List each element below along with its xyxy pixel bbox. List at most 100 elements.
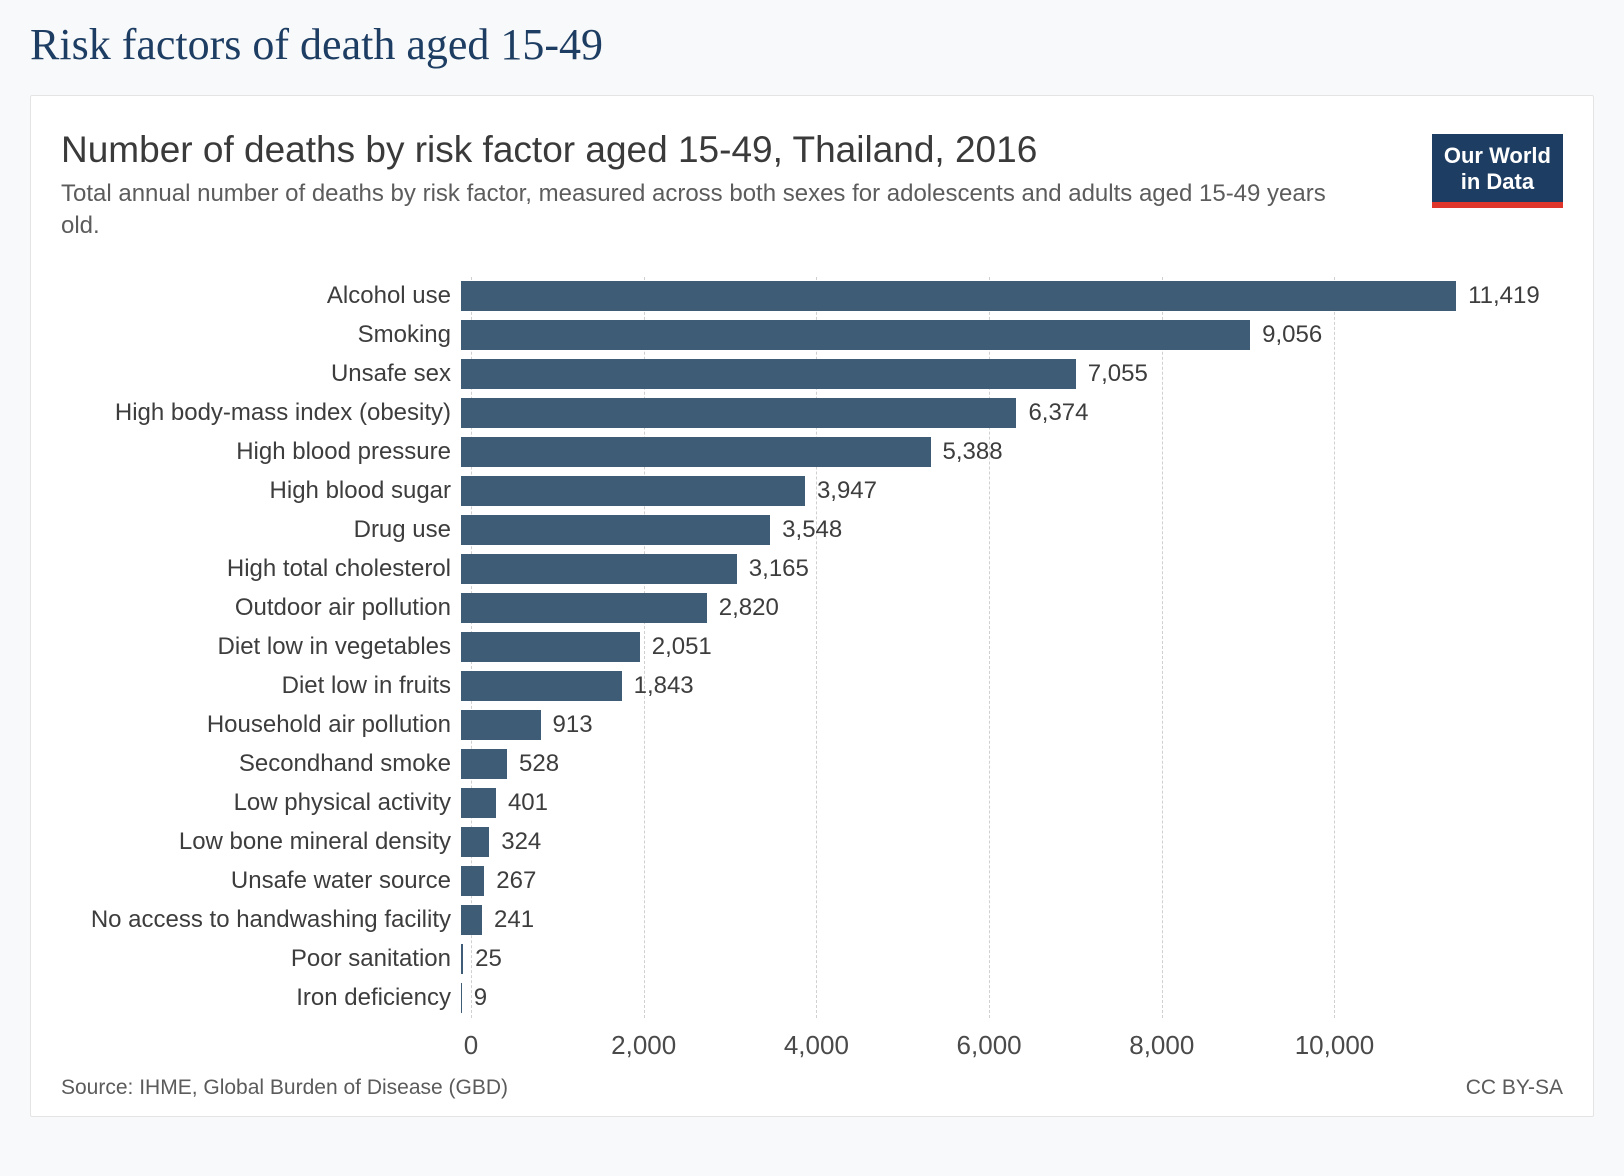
category-label: Low physical activity — [233, 789, 451, 817]
bar-track: 241 — [461, 905, 1559, 936]
bar-row: Secondhand smoke 528 — [61, 745, 1563, 784]
category-label: Smoking — [357, 321, 451, 349]
bar-row: Diet low in fruits 1,843 — [61, 667, 1563, 706]
category-label: High blood sugar — [269, 477, 451, 505]
bar-row: Outdoor air pollution 2,820 — [61, 589, 1563, 628]
value-label: 3,548 — [782, 516, 843, 544]
bar-row: Alcohol use 11,419 — [61, 277, 1563, 316]
bar — [461, 788, 496, 819]
bar — [461, 593, 707, 624]
axis-tick-label: 6,000 — [956, 1029, 1022, 1060]
gridline — [816, 276, 818, 1018]
owid-logo-line1: Our World — [1443, 142, 1551, 168]
category-label: Drug use — [353, 516, 451, 544]
bar — [461, 320, 1251, 351]
gridline — [1334, 276, 1336, 1018]
value-label: 5,388 — [942, 438, 1003, 466]
value-label: 528 — [519, 750, 560, 778]
category-label: Poor sanitation — [290, 945, 451, 973]
bar — [461, 983, 462, 1014]
bar — [461, 554, 737, 585]
bar-row: Drug use 3,548 — [61, 511, 1563, 550]
owid-logo: Our World in Data — [1431, 133, 1563, 208]
bar — [461, 515, 771, 546]
bar-row: Iron deficiency 9 — [61, 979, 1563, 1018]
bar-track: 3,165 — [461, 554, 1559, 585]
bar — [461, 281, 1457, 312]
bar — [461, 437, 931, 468]
category-label: Secondhand smoke — [238, 750, 451, 778]
page-title: Risk factors of death aged 15-49 — [30, 20, 604, 69]
category-label: Alcohol use — [326, 282, 451, 310]
bar-row: Unsafe sex 7,055 — [61, 355, 1563, 394]
value-label: 267 — [496, 867, 537, 895]
category-label: Diet low in vegetables — [217, 633, 451, 661]
bar-track: 2,051 — [461, 632, 1559, 663]
bar-track: 6,374 — [461, 398, 1559, 429]
bar-track: 7,055 — [461, 359, 1559, 390]
value-label: 2,820 — [718, 594, 779, 622]
bar — [461, 632, 640, 663]
bar-track: 9 — [461, 983, 1559, 1014]
chart-card: Number of deaths by risk factor aged 15-… — [30, 94, 1594, 1117]
value-label: 401 — [507, 789, 548, 817]
category-label: No access to handwashing facility — [90, 906, 451, 934]
owid-logo-line2: in Data — [1460, 168, 1535, 194]
bar-track: 1,843 — [461, 671, 1559, 702]
bar-track: 9,056 — [461, 320, 1559, 351]
bar — [461, 476, 805, 507]
bar — [461, 671, 622, 702]
category-label: Low bone mineral density — [178, 828, 451, 856]
value-label: 241 — [494, 906, 535, 934]
value-label: 7,055 — [1087, 360, 1148, 388]
bar-track: 3,548 — [461, 515, 1559, 546]
bar-row: Unsafe water source 267 — [61, 862, 1563, 901]
axis-tick-label: 0 — [463, 1029, 479, 1060]
bar — [461, 398, 1017, 429]
category-label: High body-mass index (obesity) — [114, 399, 451, 427]
bar-row: Low physical activity 401 — [61, 784, 1563, 823]
bar-row: Low bone mineral density 324 — [61, 823, 1563, 862]
chart-header: Number of deaths by risk factor aged 15-… — [61, 128, 1563, 243]
bar-track: 3,947 — [461, 476, 1559, 507]
bar — [461, 710, 541, 741]
bar — [461, 905, 482, 936]
value-label: 324 — [501, 828, 542, 856]
bar-row: High total cholesterol 3,165 — [61, 550, 1563, 589]
bar-track: 267 — [461, 866, 1559, 897]
category-label: Unsafe water source — [230, 867, 451, 895]
gridline — [643, 276, 645, 1018]
category-label: Iron deficiency — [296, 984, 451, 1012]
chart-titles: Number of deaths by risk factor aged 15-… — [61, 128, 1391, 243]
category-label: Diet low in fruits — [281, 672, 451, 700]
bar-track: 528 — [461, 749, 1559, 780]
license-text: CC BY-SA — [1465, 1075, 1563, 1099]
bar — [461, 359, 1076, 390]
bar-row: Poor sanitation 25 — [61, 940, 1563, 979]
axis-tick-label: 10,000 — [1294, 1029, 1375, 1060]
gridline — [1161, 276, 1163, 1018]
axis-tick-label: 4,000 — [783, 1029, 849, 1060]
bar-row: High blood pressure 5,388 — [61, 433, 1563, 472]
bar-track: 2,820 — [461, 593, 1559, 624]
source-text: Source: IHME, Global Burden of Disease (… — [61, 1075, 509, 1099]
value-label: 9,056 — [1262, 321, 1323, 349]
bar-track: 401 — [461, 788, 1559, 819]
bar — [461, 866, 485, 897]
category-label: Household air pollution — [206, 711, 451, 739]
bar — [461, 827, 490, 858]
bar-row: High blood sugar 3,947 — [61, 472, 1563, 511]
gridline — [989, 276, 991, 1018]
x-axis: 0 2,000 4,000 6,000 8,000 10,000 — [464, 1018, 1559, 1070]
value-label: 3,947 — [816, 477, 877, 505]
category-label: High total cholesterol — [226, 555, 451, 583]
bar — [461, 749, 507, 780]
bar-rows: Alcohol use 11,419 Smoking 9,056 Unsafe sex 7… — [61, 277, 1563, 1018]
chart-footer: Source: IHME, Global Burden of Disease (… — [61, 1076, 1563, 1104]
value-label: 25 — [475, 945, 502, 973]
plot-area: Alcohol use 11,419 Smoking 9,056 Unsafe sex 7… — [61, 276, 1563, 1018]
bar-track: 5,388 — [461, 437, 1559, 468]
chart-title: Number of deaths by risk factor aged 15-… — [61, 128, 1038, 170]
bar-track: 913 — [461, 710, 1559, 741]
bar-row: Diet low in vegetables 2,051 — [61, 628, 1563, 667]
